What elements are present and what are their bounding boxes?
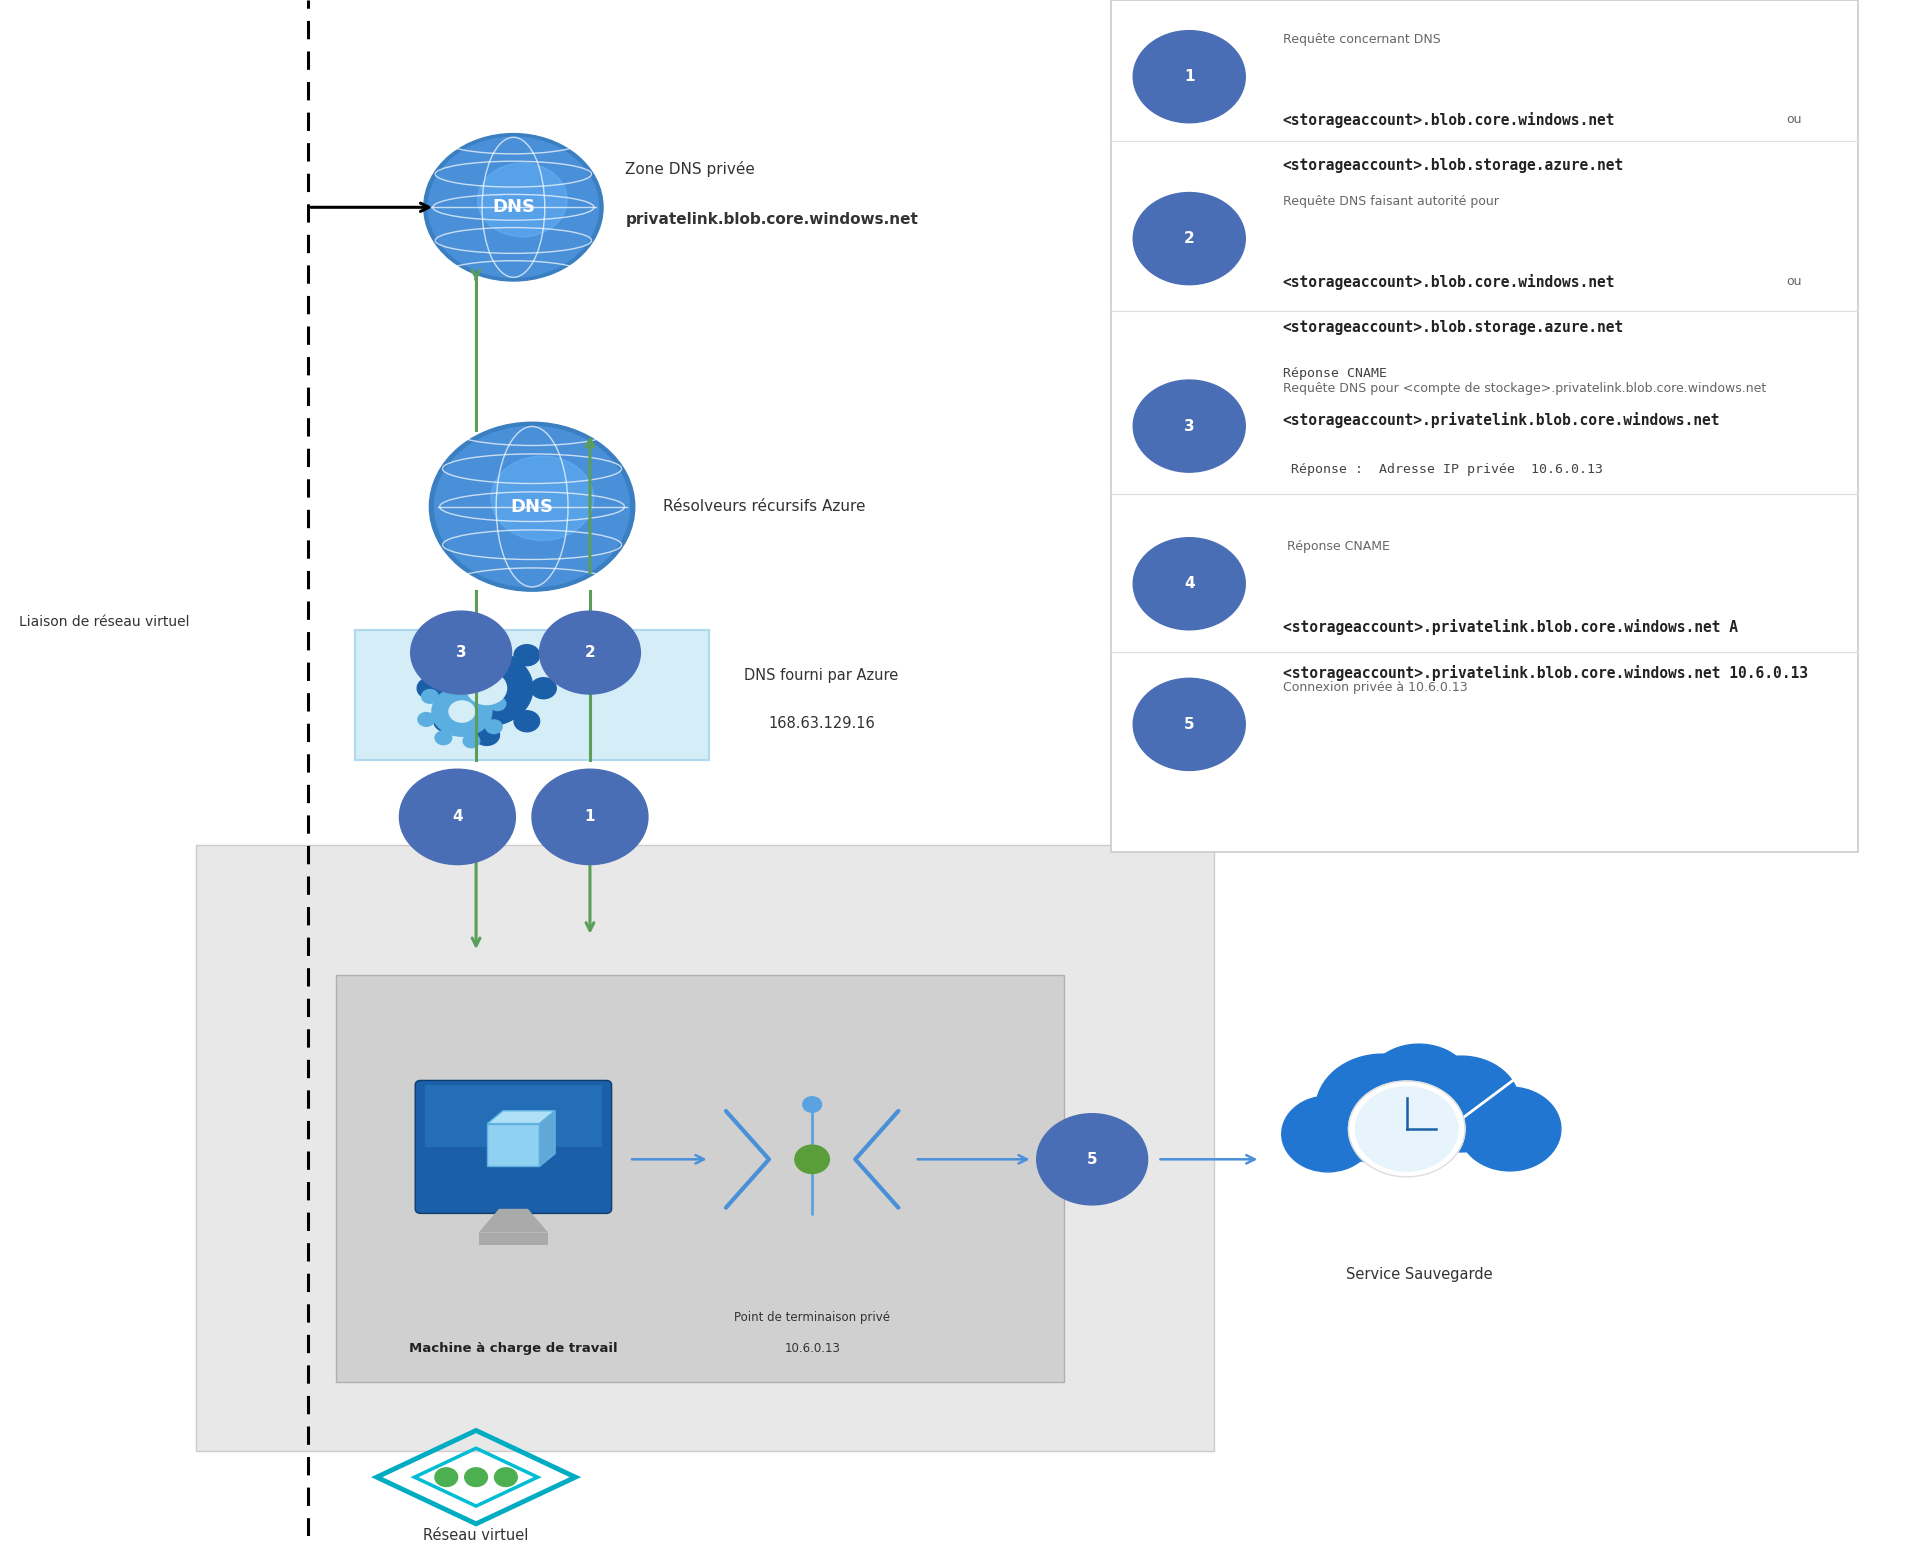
Circle shape (1134, 193, 1245, 284)
Circle shape (485, 721, 502, 733)
Text: 3: 3 (1184, 418, 1195, 434)
Text: DNS: DNS (493, 199, 535, 216)
Circle shape (1349, 1082, 1465, 1177)
Circle shape (1317, 1054, 1450, 1163)
Text: ou: ou (1786, 275, 1802, 289)
Polygon shape (487, 1111, 554, 1123)
Circle shape (424, 134, 603, 281)
Bar (479, 1233, 549, 1245)
Circle shape (1355, 1086, 1457, 1171)
Text: Réseau virtuel: Réseau virtuel (424, 1528, 529, 1543)
Circle shape (435, 731, 452, 745)
Circle shape (489, 697, 506, 710)
Text: Requête concernant DNS: Requête concernant DNS (1282, 32, 1440, 46)
Circle shape (495, 1467, 518, 1486)
Text: 4: 4 (452, 810, 462, 824)
Text: Requête DNS pour <compte de stockage>.privatelink.blob.core.windows.net: Requête DNS pour <compte de stockage>.pr… (1282, 383, 1765, 395)
Text: <storageaccount>.blob.storage.azure.net: <storageaccount>.blob.storage.azure.net (1282, 321, 1625, 335)
Circle shape (474, 724, 499, 745)
Circle shape (795, 1145, 830, 1174)
Text: <storageaccount>.privatelink.blob.core.windows.net A: <storageaccount>.privatelink.blob.core.w… (1282, 619, 1738, 634)
FancyBboxPatch shape (487, 1123, 539, 1167)
Circle shape (474, 631, 499, 653)
Text: Point de terminaison privé: Point de terminaison privé (733, 1312, 889, 1324)
Circle shape (1459, 1088, 1561, 1171)
Text: Résolveurs récursifs Azure: Résolveurs récursifs Azure (662, 500, 864, 514)
Text: DNS fourni par Azure: DNS fourni par Azure (745, 668, 899, 682)
Circle shape (803, 1097, 822, 1113)
Circle shape (491, 457, 593, 540)
Text: Réponse CNAME: Réponse CNAME (1282, 540, 1390, 552)
Text: Réponse :  Adresse IP privée  10.6.0.13: Réponse : Adresse IP privée 10.6.0.13 (1282, 463, 1604, 475)
Circle shape (531, 770, 649, 864)
Text: Liaison de réseau virtuel: Liaison de réseau virtuel (19, 614, 189, 630)
Text: 10.6.0.13: 10.6.0.13 (783, 1342, 839, 1355)
Circle shape (1365, 1045, 1473, 1134)
FancyBboxPatch shape (425, 1085, 603, 1146)
Circle shape (1282, 1096, 1374, 1171)
Text: Connexion privée à 10.6.0.13: Connexion privée à 10.6.0.13 (1282, 680, 1467, 694)
Text: 5: 5 (1184, 717, 1195, 731)
Circle shape (1134, 537, 1245, 630)
FancyBboxPatch shape (1111, 0, 1858, 852)
Circle shape (539, 611, 641, 694)
FancyBboxPatch shape (416, 1080, 612, 1213)
Circle shape (472, 679, 489, 693)
Text: 5: 5 (1088, 1151, 1097, 1167)
Circle shape (531, 677, 556, 699)
FancyBboxPatch shape (196, 844, 1213, 1450)
Circle shape (422, 690, 439, 704)
Circle shape (464, 734, 479, 748)
Text: privatelink.blob.core.windows.net: privatelink.blob.core.windows.net (626, 211, 918, 227)
Circle shape (427, 137, 599, 278)
Circle shape (398, 770, 516, 864)
Circle shape (1134, 679, 1245, 770)
Text: 168.63.129.16: 168.63.129.16 (768, 716, 874, 731)
Text: Requête DNS faisant autorité pour: Requête DNS faisant autorité pour (1282, 194, 1498, 208)
Circle shape (477, 164, 568, 236)
Circle shape (418, 677, 443, 699)
FancyBboxPatch shape (354, 630, 710, 761)
Circle shape (1038, 1114, 1147, 1205)
Circle shape (514, 645, 539, 665)
Text: <storageaccount>.privatelink.blob.core.windows.net: <storageaccount>.privatelink.blob.core.w… (1282, 412, 1721, 427)
Circle shape (433, 711, 460, 731)
Circle shape (468, 671, 506, 705)
Text: Réponse CNAME: Réponse CNAME (1282, 367, 1386, 380)
Text: <storageaccount>.blob.core.windows.net: <storageaccount>.blob.core.windows.net (1282, 273, 1615, 290)
Text: 1: 1 (585, 810, 595, 824)
Circle shape (1134, 31, 1245, 123)
FancyBboxPatch shape (337, 975, 1065, 1383)
Text: <storageaccount>.blob.storage.azure.net: <storageaccount>.blob.storage.azure.net (1282, 159, 1625, 173)
Circle shape (1134, 380, 1245, 472)
Circle shape (429, 423, 635, 591)
Text: Zone DNS privée: Zone DNS privée (626, 160, 755, 177)
Text: Machine à charge de travail: Machine à charge de travail (410, 1342, 618, 1355)
Text: Service Sauvegarde: Service Sauvegarde (1346, 1267, 1492, 1282)
Circle shape (418, 713, 435, 727)
Polygon shape (479, 1208, 549, 1233)
Circle shape (449, 701, 475, 722)
Text: ou: ou (1786, 113, 1802, 127)
Text: <storageaccount>.privatelink.blob.core.windows.net 10.6.0.13: <storageaccount>.privatelink.blob.core.w… (1282, 665, 1808, 680)
Text: <storageaccount>.blob.core.windows.net: <storageaccount>.blob.core.windows.net (1282, 111, 1615, 128)
Circle shape (431, 687, 493, 736)
Polygon shape (539, 1111, 554, 1167)
Circle shape (435, 1467, 458, 1486)
Circle shape (441, 650, 533, 727)
Circle shape (410, 611, 512, 694)
Text: DNS: DNS (510, 498, 554, 515)
Circle shape (445, 676, 460, 690)
Circle shape (464, 1467, 487, 1486)
Circle shape (433, 645, 460, 665)
Circle shape (1403, 1055, 1519, 1153)
Text: 4: 4 (1184, 576, 1195, 591)
Text: 3: 3 (456, 645, 466, 660)
Text: 2: 2 (1184, 231, 1195, 247)
Circle shape (514, 711, 539, 731)
Circle shape (435, 426, 629, 586)
Text: 1: 1 (1184, 69, 1195, 85)
Text: 2: 2 (585, 645, 595, 660)
